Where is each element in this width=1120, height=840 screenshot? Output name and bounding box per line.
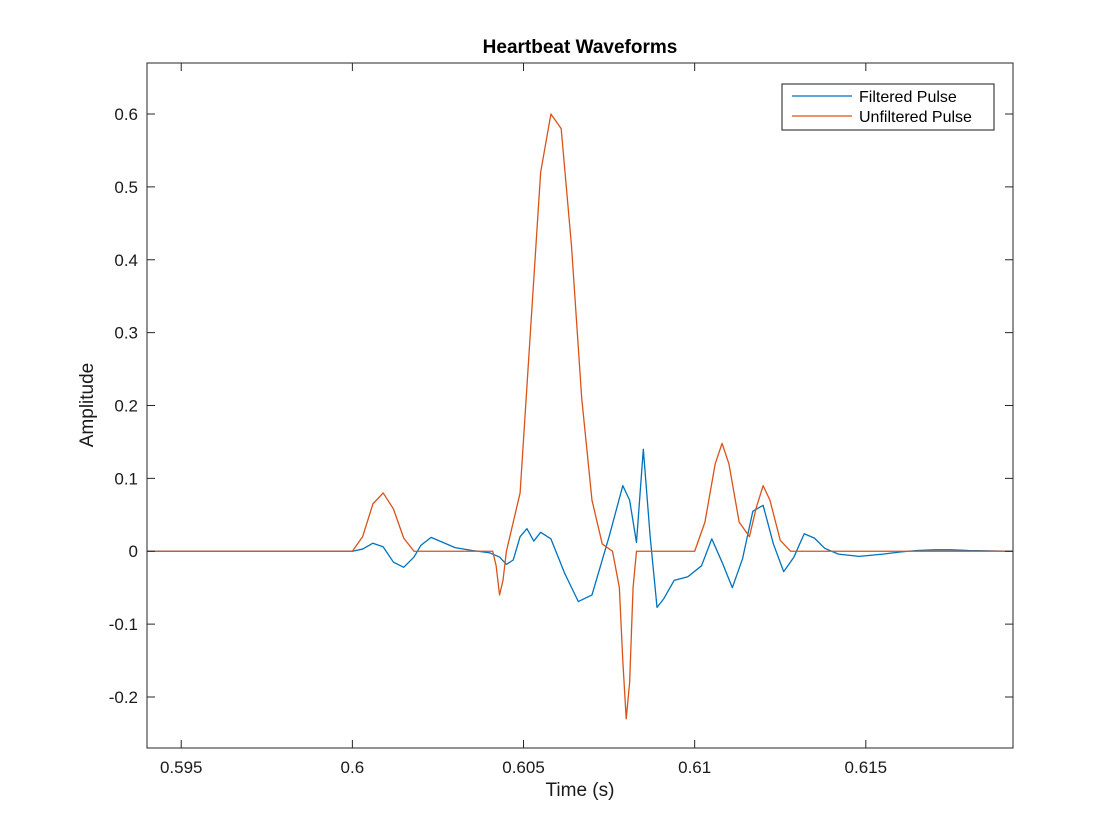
y-tick-label: 0.6 [114,105,138,124]
y-tick-label: 0.3 [114,324,138,343]
x-tick-label: 0.6 [341,758,365,777]
y-tick-label: 0 [129,542,138,561]
plot-area: 0.595 0.6 0.605 0.61 0.615 -0.2 -0.1 0 0.1 0.2 0.3… [109,62,1014,777]
legend-label-unfiltered-pulse: Unfiltered Pulse [859,109,972,126]
y-tick-label: -0.2 [109,688,138,707]
x-axis-label: Time (s) [546,780,615,801]
legend: Filtered Pulse Unfiltered Pulse [781,83,995,131]
y-axis-label: Amplitude [77,363,98,448]
x-tick-label: 0.605 [502,758,545,777]
y-tick-label: 0.1 [114,469,138,488]
y-tick-label: 0.2 [114,397,138,416]
series-line-unfiltered-pulse [147,113,1013,720]
y-tick-label: 0.5 [114,178,138,197]
series-line-filtered-pulse [147,448,1013,609]
legend-box [781,83,995,131]
x-tick-label: 0.61 [678,758,711,777]
chart-title: Heartbeat Waveforms [483,37,678,58]
y-tick-label: 0.4 [114,251,138,270]
x-tick-label: 0.615 [845,758,888,777]
y-tick-label: -0.1 [109,615,138,634]
legend-label-filtered-pulse: Filtered Pulse [859,89,957,106]
x-tick-label: 0.595 [160,758,203,777]
